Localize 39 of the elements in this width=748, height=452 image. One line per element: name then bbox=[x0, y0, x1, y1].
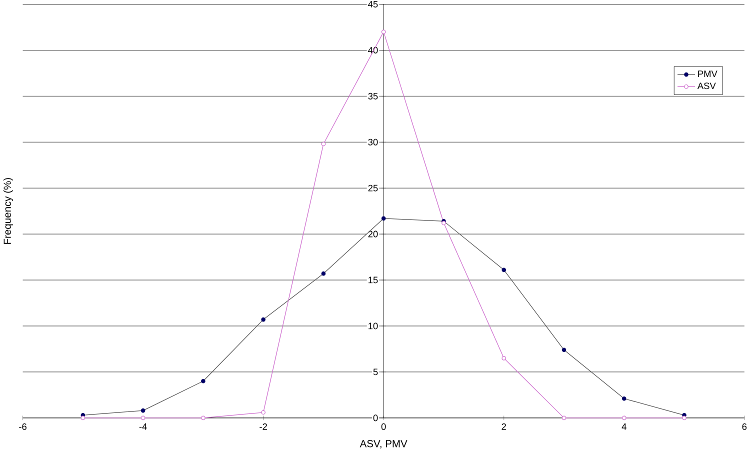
point bbox=[562, 348, 566, 352]
point bbox=[261, 317, 266, 322]
point bbox=[140, 416, 146, 420]
point bbox=[622, 396, 626, 401]
legend-label: PMV bbox=[698, 70, 718, 77]
point bbox=[80, 416, 86, 420]
x-tick-label: -6 bbox=[19, 423, 26, 430]
x-tick-label: -2 bbox=[260, 423, 267, 430]
legend-label: ASV bbox=[697, 82, 716, 90]
y-tick-label: 10 bbox=[368, 322, 378, 330]
y-tick-label: 20 bbox=[368, 230, 378, 238]
x-tick-label: 2 bbox=[502, 423, 506, 430]
x-tick-label: -4 bbox=[139, 423, 147, 430]
y-tick-label: 0 bbox=[373, 414, 378, 422]
y-tick-label: 30 bbox=[368, 138, 378, 146]
point bbox=[502, 268, 506, 272]
y-tick-label: 15 bbox=[368, 276, 378, 284]
y-tick-label: 40 bbox=[368, 46, 378, 54]
y-tick-label: 45 bbox=[368, 1, 378, 8]
x-tick-label: 4 bbox=[622, 423, 626, 430]
point bbox=[381, 30, 386, 34]
x-tick-label: 0 bbox=[381, 423, 386, 430]
point bbox=[201, 379, 206, 384]
point bbox=[502, 356, 506, 360]
y-tick-label: 25 bbox=[368, 184, 378, 192]
point bbox=[562, 416, 566, 420]
point bbox=[140, 408, 146, 413]
point bbox=[321, 142, 326, 146]
y-tick-label: 5 bbox=[373, 368, 378, 376]
point bbox=[321, 271, 326, 276]
y-axis-title: Frequency (%) bbox=[3, 178, 13, 244]
point bbox=[682, 416, 686, 420]
x-axis-title: ASV, PMV bbox=[360, 440, 408, 449]
point bbox=[381, 216, 386, 221]
point bbox=[261, 410, 266, 415]
point bbox=[201, 416, 206, 420]
y-tick-label: 35 bbox=[368, 92, 378, 100]
point bbox=[622, 416, 626, 420]
x-tick-label: 6 bbox=[742, 423, 747, 430]
